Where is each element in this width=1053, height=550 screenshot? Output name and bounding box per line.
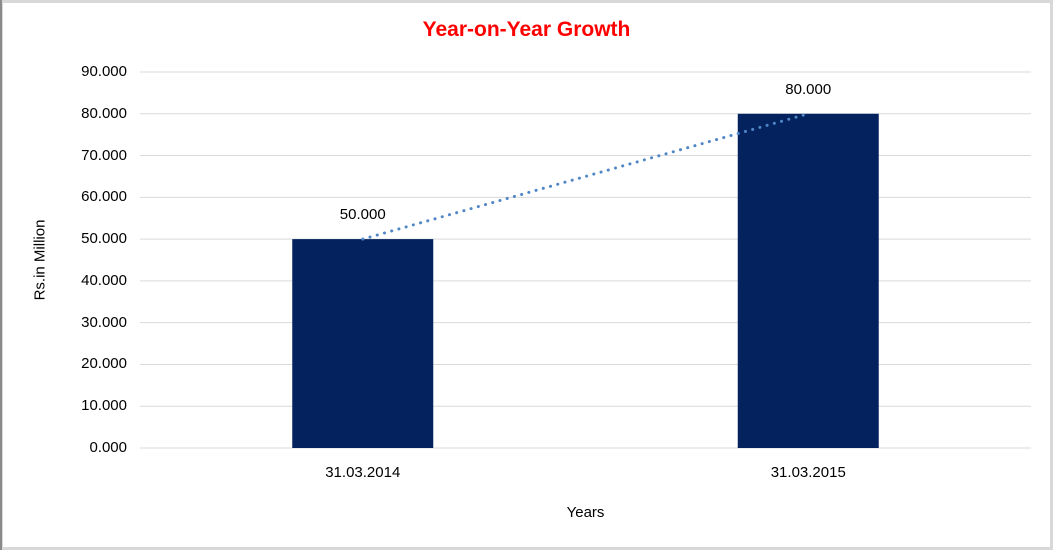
y-tick-label: 60.000 bbox=[81, 188, 127, 206]
x-axis-title: Years bbox=[566, 504, 605, 521]
y-tick-label: 90.000 bbox=[81, 63, 127, 80]
y-tick-label: 50.000 bbox=[81, 230, 127, 248]
y-tick-label: 10.000 bbox=[81, 397, 127, 415]
bar-31.03.2015 bbox=[737, 113, 879, 449]
y-tick-label: 0.000 bbox=[89, 439, 127, 456]
x-category-label: 31.03.2014 bbox=[325, 464, 401, 481]
bar-31.03.2014 bbox=[292, 239, 434, 448]
chart-title: Year-on-Year Growth bbox=[422, 18, 631, 41]
trendline bbox=[361, 112, 810, 241]
y-tick-label: 70.000 bbox=[81, 146, 127, 164]
y-tick-label: 20.000 bbox=[81, 355, 127, 373]
y-tick-label: 30.000 bbox=[81, 313, 127, 331]
y-tick-label: 40.000 bbox=[81, 271, 127, 289]
data-label: 50.000 bbox=[339, 206, 386, 224]
data-label: 80.000 bbox=[785, 80, 832, 98]
x-category-label: 31.03.2015 bbox=[770, 464, 846, 481]
y-tick-label: 80.000 bbox=[81, 104, 127, 122]
